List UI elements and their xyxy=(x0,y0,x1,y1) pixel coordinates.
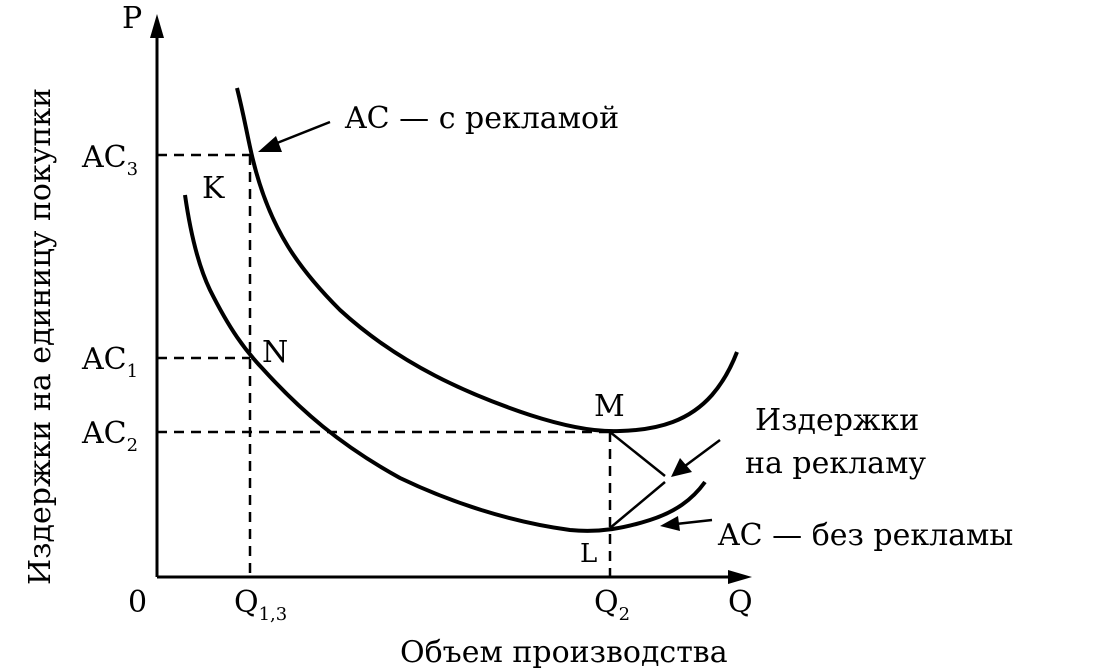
label-ac-with-ads: AC — с рекламой xyxy=(344,101,619,136)
x-axis-symbol: Q xyxy=(728,585,753,620)
arrow-without-ads-head xyxy=(660,516,680,531)
arrow-ad-costs-head xyxy=(671,458,692,477)
label-ad-costs-line2: на рекламу xyxy=(745,446,926,481)
point-m: M xyxy=(594,389,625,424)
x-axis-arrow xyxy=(728,570,752,584)
tick-ac2: AC2 xyxy=(81,416,138,456)
arrow-with-ads-head xyxy=(258,136,282,152)
origin-label: 0 xyxy=(128,585,147,620)
ad-cost-line-lower xyxy=(609,481,666,529)
label-ad-costs-line1: Издержки xyxy=(755,403,919,438)
arrow-with-ads xyxy=(271,120,331,147)
curve-ac-with-ads xyxy=(235,87,739,434)
ad-cost-line-upper xyxy=(609,431,666,477)
tick-q13: Q1,3 xyxy=(234,585,287,625)
tick-ac1: AC1 xyxy=(81,342,138,382)
tick-ac3: AC3 xyxy=(81,140,138,180)
y-axis-symbol: P xyxy=(122,1,142,36)
y-axis-title: Издержки на единицу покупки xyxy=(23,88,58,585)
tick-q2: Q2 xyxy=(594,585,630,625)
curve-ac-without-ads xyxy=(183,194,707,533)
point-l: L xyxy=(580,539,597,569)
arrow-without-ads xyxy=(675,518,713,526)
arrow-ad-costs xyxy=(684,438,721,468)
point-k: K xyxy=(202,171,225,206)
y-axis-arrow xyxy=(150,14,164,38)
point-n: N xyxy=(262,335,288,370)
label-ac-without-ads: AC — без рекламы xyxy=(717,518,1013,553)
x-axis-title: Объем производства xyxy=(400,635,728,670)
